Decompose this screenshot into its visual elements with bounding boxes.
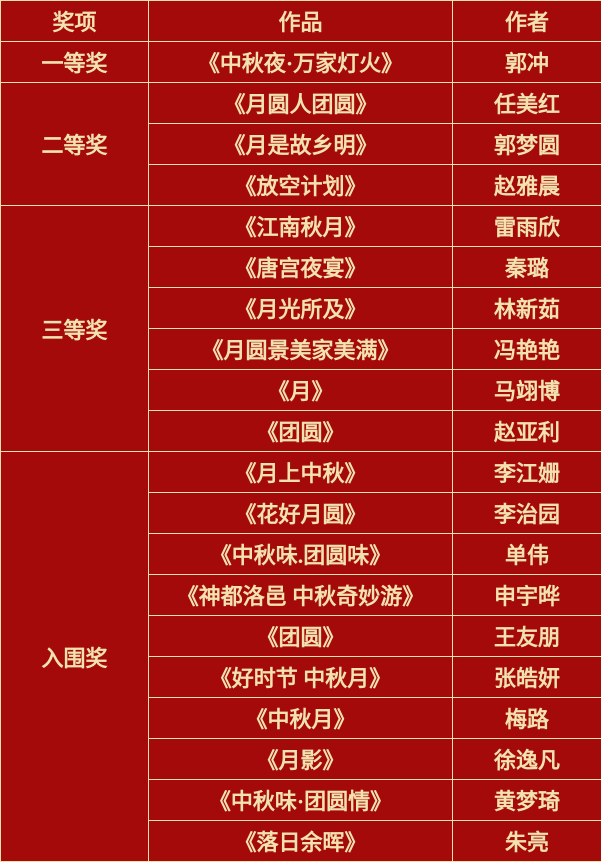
table-row: 二等奖 《月圆人团圆》 任美红	[0, 82, 601, 206]
work-cell: 《落日余晖》	[148, 820, 453, 862]
author-cell: 任美红	[452, 82, 601, 124]
work-cell: 《团圆》	[148, 615, 453, 657]
table-row: 《好时节 中秋月》 张皓妍	[1, 656, 601, 698]
author-cell: 赵雅晨	[452, 164, 601, 206]
work-cell: 《月圆景美家美满》	[148, 328, 453, 370]
award-cell: 一等奖	[0, 41, 149, 83]
author-cell: 徐逸凡	[452, 738, 601, 780]
work-cell: 《好时节 中秋月》	[148, 656, 453, 698]
work-cell: 《团圆》	[148, 410, 453, 452]
award-cell: 二等奖	[0, 82, 149, 206]
work-cell: 《唐宫夜宴》	[148, 246, 453, 288]
work-cell: 《放空计划》	[148, 164, 453, 206]
author-cell: 秦璐	[452, 246, 601, 288]
table-row: 一等奖 《中秋夜·万家灯火》 郭冲	[0, 41, 601, 83]
table-row: 《落日余晖》 朱亮	[1, 820, 601, 862]
author-cell: 赵亚利	[452, 410, 601, 452]
table-row: 《团圆》 赵亚利	[1, 410, 601, 452]
author-cell: 雷雨欣	[452, 205, 601, 247]
work-cell: 《神都洛邑 中秋奇妙游》	[148, 574, 453, 616]
table-row: 《中秋月》 梅路	[1, 697, 601, 739]
header-work: 作品	[148, 0, 453, 42]
work-cell: 《月光所及》	[148, 287, 453, 329]
work-cell: 《中秋味.团圆味》	[148, 533, 453, 575]
table-row: 《团圆》 王友朋	[1, 615, 601, 657]
award-cell: 三等奖	[0, 205, 149, 452]
author-cell: 郭冲	[452, 41, 601, 83]
author-cell: 单伟	[452, 533, 601, 575]
author-cell: 李治园	[452, 492, 601, 534]
author-cell: 申宇晔	[452, 574, 601, 616]
table-row: 《月影》 徐逸凡	[1, 738, 601, 780]
work-cell: 《月影》	[148, 738, 453, 780]
author-cell: 李江姗	[452, 451, 601, 493]
work-cell: 《月上中秋》	[148, 451, 453, 493]
work-cell: 《月》	[148, 369, 453, 411]
work-cell: 《花好月圆》	[148, 492, 453, 534]
work-cell: 《中秋夜·万家灯火》	[148, 41, 453, 83]
table-row: 《神都洛邑 中秋奇妙游》 申宇晔	[1, 574, 601, 616]
work-cell: 《中秋月》	[148, 697, 453, 739]
author-cell: 王友朋	[452, 615, 601, 657]
work-cell: 《月圆人团圆》	[148, 82, 453, 124]
table-row: 《月圆景美家美满》 冯艳艳	[1, 328, 601, 370]
author-cell: 梅路	[452, 697, 601, 739]
table-row: 《月是故乡明》 郭梦圆	[1, 123, 601, 165]
author-cell: 郭梦圆	[452, 123, 601, 165]
table-row: 入围奖 《月上中秋》 李江姗	[0, 451, 601, 862]
table-row: 《花好月圆》 李治园	[1, 492, 601, 534]
header-author: 作者	[452, 0, 601, 42]
author-cell: 张皓妍	[452, 656, 601, 698]
award-cell: 入围奖	[0, 451, 149, 862]
header-row: 奖项 作品 作者	[0, 0, 601, 42]
header-award: 奖项	[0, 0, 149, 42]
work-cell: 《月是故乡明》	[148, 123, 453, 165]
author-cell: 黄梦琦	[452, 779, 601, 821]
table-row: 《中秋味.团圆味》 单伟	[1, 533, 601, 575]
table-row: 《月》 马翊博	[1, 369, 601, 411]
work-cell: 《中秋味·团圆情》	[148, 779, 453, 821]
author-cell: 马翊博	[452, 369, 601, 411]
work-cell: 《江南秋月》	[148, 205, 453, 247]
author-cell: 林新茹	[452, 287, 601, 329]
table-row: 三等奖 《江南秋月》 雷雨欣	[0, 205, 601, 452]
author-cell: 朱亮	[452, 820, 601, 862]
author-cell: 冯艳艳	[452, 328, 601, 370]
